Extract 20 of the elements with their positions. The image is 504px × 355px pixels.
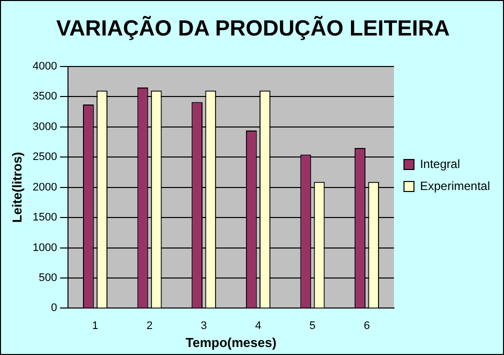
x-tick-label: 4	[255, 320, 262, 332]
y-tick-label: 3000	[32, 120, 58, 133]
legend-label: Integral	[420, 156, 460, 171]
y-tick-label: 1500	[32, 212, 58, 224]
x-tick-label: 2	[146, 320, 153, 332]
x-tick-label: 6	[364, 320, 370, 332]
x-tick-label: 5	[309, 320, 316, 332]
x-tick-label: 3	[200, 320, 207, 332]
y-tick-label: 500	[38, 272, 58, 284]
y-tick-label: 1000	[32, 242, 58, 254]
y-tick-label: 4000	[32, 60, 58, 72]
y-tick-label: 0	[50, 302, 58, 314]
chart-title: VARIAÇÃO DA PRODUÇÃO LEITEIRA	[56, 15, 450, 40]
y-axis-title: Leite(litros)	[9, 152, 24, 223]
y-tick-label: 3500	[32, 90, 58, 103]
x-tick-label: 1	[92, 320, 98, 332]
x-axis-title: Tempo(meses)	[186, 334, 276, 350]
y-tick-label: 2500	[32, 151, 58, 164]
legend-label: Experimental	[420, 178, 490, 193]
y-tick-label: 2000	[32, 181, 58, 194]
